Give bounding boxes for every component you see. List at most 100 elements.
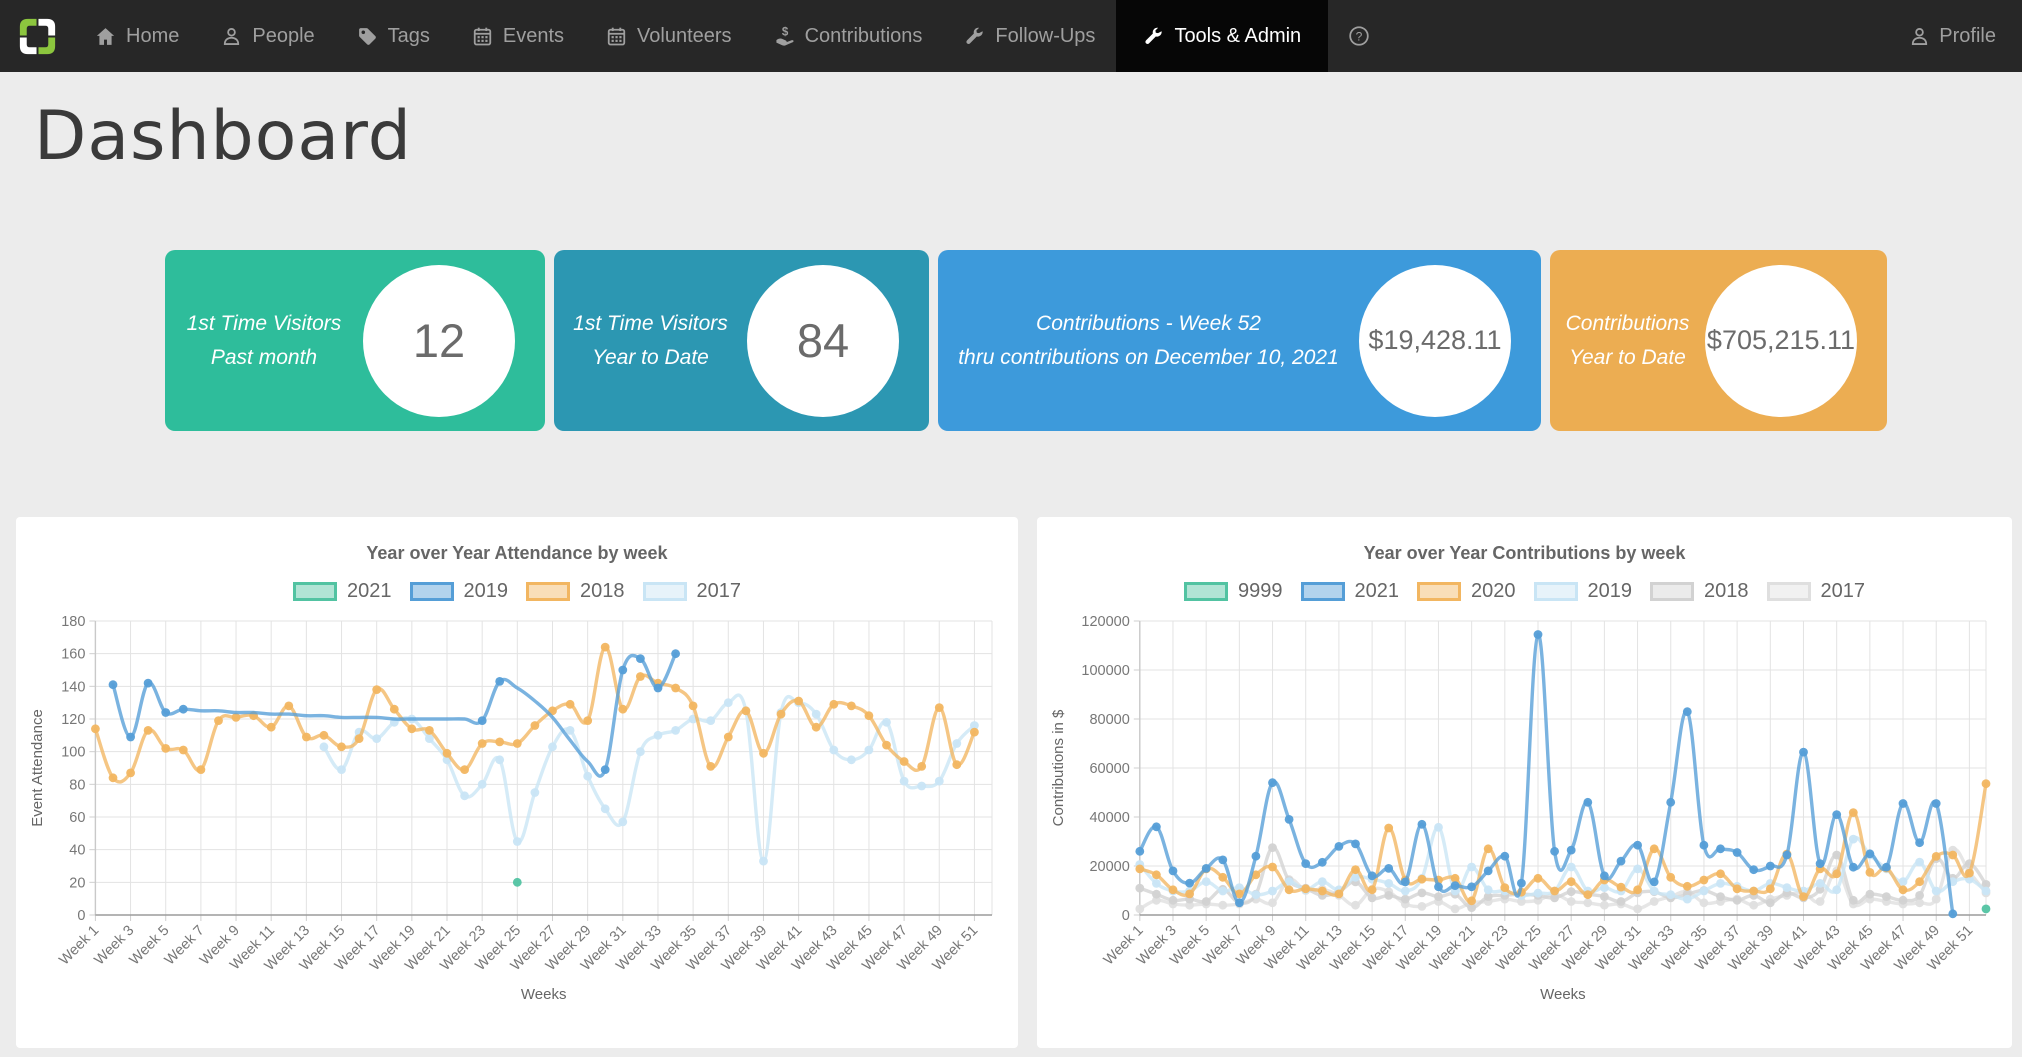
app-logo[interactable]: [0, 0, 74, 72]
nav-item-label: Tools & Admin: [1174, 25, 1301, 48]
legend-swatch: [1417, 582, 1461, 601]
y-axis-title: Event Attendance: [29, 709, 46, 827]
legend-label: 2017: [697, 580, 742, 603]
nav-item-tools-admin[interactable]: Tools & Admin: [1116, 0, 1328, 72]
attendance-chart-panel: Year over Year Attendance by week2021201…: [16, 517, 1018, 1048]
legend-item-2017[interactable]: 2017: [1767, 580, 1866, 603]
legend-item-2021[interactable]: 2021: [293, 580, 392, 603]
contributions-chart-panel: Year over Year Contributions by week 9999…: [1037, 517, 2012, 1048]
svg-text:160: 160: [61, 647, 85, 663]
legend-swatch: [1534, 582, 1578, 601]
svg-text:80000: 80000: [1089, 712, 1129, 728]
legend-label: 2021: [347, 580, 392, 603]
svg-text:0: 0: [1122, 908, 1130, 924]
legend-item-2019[interactable]: 2019: [1534, 580, 1633, 603]
series-2020: [1135, 779, 1990, 905]
svg-text:0: 0: [77, 908, 85, 924]
legend-item-2020[interactable]: 2020: [1417, 580, 1516, 603]
nav-item-label: Tags: [388, 25, 430, 48]
stat-card-contributions-week-52-thru-contributions: Contributions - Week 52thru contribution…: [938, 250, 1541, 431]
svg-text:120000: 120000: [1081, 614, 1129, 630]
stat-card-contributions-year-to-date: ContributionsYear to Date$705,215.11: [1550, 250, 1887, 431]
nav-spacer: [1390, 0, 1883, 72]
series-9999: [1982, 905, 1991, 914]
nav-item-label: Contributions: [805, 25, 923, 48]
svg-text:20000: 20000: [1089, 859, 1129, 875]
legend-item-9999[interactable]: 9999: [1184, 580, 1283, 603]
nav-item-label: Follow-Ups: [995, 25, 1095, 48]
stat-card-label: 1st Time VisitorsPast month: [165, 307, 363, 374]
help-button[interactable]: ?: [1328, 0, 1390, 72]
svg-text:40000: 40000: [1089, 810, 1129, 826]
stat-card-label: 1st Time VisitorsYear to Date: [554, 307, 747, 374]
contributions-chart-plot[interactable]: 020000400006000080000100000120000Week 1W…: [1047, 609, 2002, 1007]
legend-item-2017[interactable]: 2017: [643, 580, 742, 603]
svg-text:20: 20: [69, 876, 85, 892]
nav-item-people[interactable]: People: [200, 0, 335, 72]
tag-icon: [357, 26, 378, 47]
nav-item-label: Events: [503, 25, 564, 48]
legend-label: 9999: [1238, 580, 1283, 603]
svg-text:80: 80: [69, 778, 85, 794]
nav-item-volunteers[interactable]: Volunteers: [585, 0, 753, 72]
stat-value: $19,428.11: [1368, 325, 1501, 356]
charts-row: Year over Year Attendance by week2021201…: [16, 517, 2012, 1048]
legend-swatch: [526, 582, 570, 601]
svg-text:100000: 100000: [1081, 663, 1129, 679]
contributions-chart-title: Year over Year Contributions by week: [1045, 543, 2004, 564]
legend-swatch: [1184, 582, 1228, 601]
nav-item-label: Volunteers: [637, 25, 732, 48]
stat-value: $705,215.11: [1707, 325, 1855, 356]
stat-value-circle: $705,215.11: [1705, 265, 1857, 417]
attendance-chart-legend: 2021 2019 2018 2017: [24, 580, 1010, 603]
nav-item-label: People: [252, 25, 314, 48]
legend-swatch: [410, 582, 454, 601]
stat-value-circle: $19,428.11: [1359, 265, 1511, 417]
legend-item-2019[interactable]: 2019: [410, 580, 509, 603]
hand-coin-icon: $: [774, 26, 795, 47]
svg-text:60: 60: [69, 810, 85, 826]
series-2021: [513, 878, 522, 887]
legend-swatch: [1650, 582, 1694, 601]
legend-label: 2021: [1355, 580, 1400, 603]
contributions-chart-legend: 9999 2021 2020 2019 2018 2017: [1045, 580, 2004, 603]
profile-button[interactable]: Profile: [1883, 0, 2022, 72]
wrench-icon: [1143, 26, 1164, 47]
nav-item-home[interactable]: Home: [74, 0, 200, 72]
stat-cards-row: 1st Time VisitorsPast month 12 1st Time Vi…: [165, 250, 2022, 431]
legend-label: 2018: [580, 580, 625, 603]
attendance-chart-plot[interactable]: 020406080100120140160180Week 1Week 3Week…: [26, 609, 1008, 1007]
nav-item-contributions[interactable]: $ Contributions: [753, 0, 944, 72]
svg-text:100: 100: [61, 745, 85, 761]
attendance-chart-title: Year over Year Attendance by week: [24, 543, 1010, 564]
nav-item-tags[interactable]: Tags: [336, 0, 451, 72]
svg-text:180: 180: [61, 614, 85, 630]
stat-card-label: ContributionsYear to Date: [1550, 307, 1705, 374]
nav-item-events[interactable]: Events: [451, 0, 585, 72]
svg-text:140: 140: [61, 680, 85, 696]
nav-item-label: Home: [126, 25, 179, 48]
stat-value-circle: 12: [363, 265, 515, 417]
home-icon: [95, 26, 116, 47]
legend-label: 2018: [1704, 580, 1749, 603]
legend-item-2018[interactable]: 2018: [526, 580, 625, 603]
legend-swatch: [1767, 582, 1811, 601]
legend-item-2018[interactable]: 2018: [1650, 580, 1749, 603]
top-nav: Home People Tags Events Volunteers $ Contribut…: [0, 0, 2022, 72]
legend-label: 2019: [464, 580, 509, 603]
svg-text:40: 40: [69, 843, 85, 859]
legend-label: 2020: [1471, 580, 1516, 603]
calendar-icon: [472, 26, 493, 47]
x-axis-title: Weeks: [521, 986, 567, 1003]
people-icon: [221, 26, 242, 47]
legend-item-2021[interactable]: 2021: [1301, 580, 1400, 603]
stat-card-1st-time-visitors-year-to-date: 1st Time VisitorsYear to Date84: [554, 250, 929, 431]
legend-swatch: [293, 582, 337, 601]
calendar-icon: [606, 26, 627, 47]
svg-text:60000: 60000: [1089, 761, 1129, 777]
stat-value: 12: [413, 313, 465, 368]
y-axis-title: Contributions in $: [1050, 709, 1067, 826]
nav-item-follow-ups[interactable]: Follow-Ups: [943, 0, 1116, 72]
nav-items: Home People Tags Events Volunteers $ Contribut…: [74, 0, 1328, 72]
question-icon: ?: [1348, 25, 1370, 47]
